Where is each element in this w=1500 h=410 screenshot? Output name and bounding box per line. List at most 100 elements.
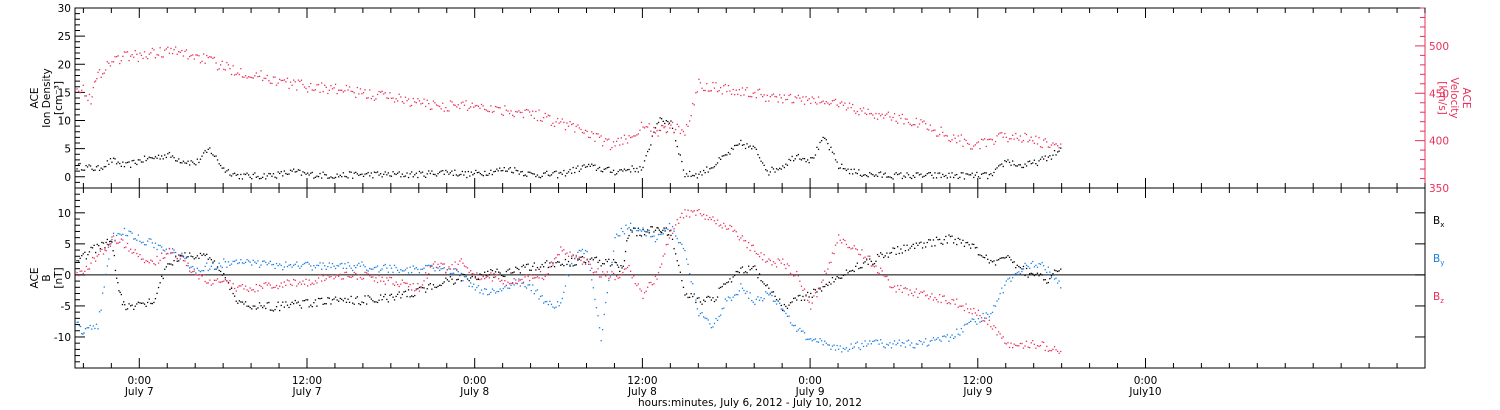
data-point [515,266,517,268]
data-point [122,239,124,241]
data-point [897,246,899,248]
data-point [220,281,222,283]
data-point [1007,255,1009,257]
data-point [1060,147,1062,149]
data-point [866,259,868,261]
data-point [827,284,829,286]
data-point [960,172,962,174]
data-point [527,284,529,286]
data-point [605,168,607,170]
data-point [369,267,371,270]
data-point [645,155,647,157]
data-point [1050,144,1053,146]
data-point [684,176,686,178]
data-point [968,312,970,314]
data-point [137,159,139,161]
data-point [496,274,498,276]
data-point [199,158,202,160]
data-point [977,309,980,311]
data-point [426,265,428,267]
data-point [560,264,562,266]
data-point [664,228,666,230]
data-point [838,277,840,279]
data-point [788,315,790,317]
data-point [1007,141,1009,143]
data-point [866,345,868,347]
data-point [341,176,343,178]
data-point [1012,261,1014,264]
data-point [695,92,697,94]
data-point [344,297,346,300]
data-point [535,175,537,178]
data-point [103,166,105,168]
data-point [518,280,520,282]
data-point [1032,340,1034,342]
data-point [213,260,216,262]
data-point [381,299,383,301]
data-point [786,307,789,309]
data-point [480,289,483,291]
data-point [420,287,422,289]
data-point [808,296,810,298]
data-point [619,235,621,237]
data-point [898,114,900,117]
data-point [216,266,219,268]
data-point [979,254,981,256]
data-point [103,286,105,288]
data-point [889,342,891,344]
data-point [535,269,537,271]
data-point [104,249,106,251]
data-point [639,229,641,231]
data-point [830,348,832,350]
data-point [302,83,304,86]
data-point [232,65,234,67]
data-point [671,121,674,124]
data-point [765,169,767,171]
data-point [821,290,823,292]
data-point [715,299,717,301]
data-point [572,166,574,169]
data-point [269,173,271,175]
data-point [830,146,832,148]
data-point [143,303,146,305]
data-point [765,100,767,102]
data-point [137,60,139,63]
data-point [240,301,242,303]
data-point [333,265,335,267]
data-point [979,315,981,317]
data-point [171,155,174,157]
data-point [367,295,369,297]
data-point [96,243,98,246]
data-point [932,129,935,131]
data-point [443,110,445,112]
data-point [102,242,105,244]
data-point [591,257,593,259]
data-point [196,274,198,276]
data-point [867,263,869,265]
data-point [210,265,212,267]
data-point [449,272,452,275]
data-point [130,305,132,307]
data-point [203,270,205,272]
data-point [814,154,817,156]
data-point [361,261,363,263]
data-point [602,329,604,331]
data-point [673,230,675,232]
data-point [971,313,973,315]
data-point [223,258,225,260]
data-point [765,285,767,287]
data-point [95,251,97,254]
data-point [734,274,736,277]
data-point [668,222,671,225]
data-point [94,327,96,330]
data-point [744,89,747,91]
data-point [112,232,115,234]
data-point [1058,280,1060,282]
data-point [873,340,876,342]
data-point [398,271,400,274]
data-point [560,302,562,304]
data-point [751,299,753,302]
data-point [709,90,711,92]
data-point [940,242,942,244]
data-point [1058,352,1060,354]
